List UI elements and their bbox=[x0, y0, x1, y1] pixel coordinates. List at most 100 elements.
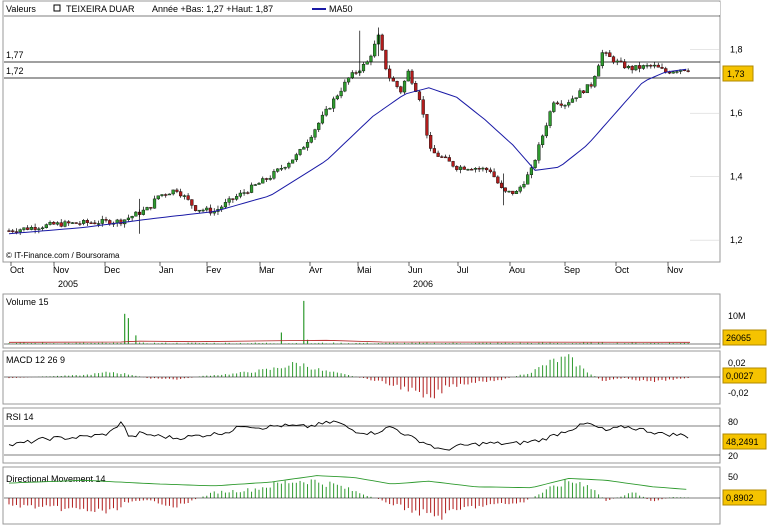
month-label: Mar bbox=[259, 265, 275, 275]
month-label: Oct bbox=[10, 265, 25, 275]
price-last-value: 1,73 bbox=[727, 69, 745, 79]
candle-body bbox=[294, 154, 298, 161]
candle-body bbox=[89, 222, 93, 224]
candle-body bbox=[302, 147, 306, 150]
candle-body bbox=[231, 198, 235, 200]
price-panel: Valeurs TEIXEIRA DUAR Année +Bas: 1,27 +… bbox=[2, 0, 754, 263]
candle-body bbox=[406, 70, 410, 82]
candle-body bbox=[555, 102, 560, 105]
candle-body bbox=[18, 229, 22, 233]
rsi-panel: RSI 14 80 20 48,2491 bbox=[2, 407, 767, 464]
candle-body bbox=[227, 198, 231, 203]
candle-body bbox=[417, 91, 422, 100]
candle-body bbox=[74, 222, 78, 224]
candle-body bbox=[283, 166, 287, 169]
candle-body bbox=[320, 114, 325, 124]
candle-body bbox=[279, 168, 283, 170]
candle-body bbox=[526, 174, 530, 185]
candle-body bbox=[167, 193, 172, 196]
dm-panel-frame bbox=[2, 466, 721, 525]
candle-body bbox=[354, 72, 358, 74]
candle-body bbox=[522, 183, 526, 188]
candle-body bbox=[332, 98, 336, 109]
candle-body bbox=[443, 156, 448, 159]
candle-body bbox=[649, 65, 653, 67]
legend-label: Valeurs bbox=[6, 4, 36, 14]
legend-stats: Année +Bas: 1,27 +Haut: 1,87 bbox=[152, 4, 273, 14]
candle-body bbox=[578, 90, 582, 98]
macd-histogram bbox=[8, 354, 689, 399]
macd-tick-low: -0,02 bbox=[728, 388, 749, 398]
candle-body bbox=[37, 228, 41, 230]
candle-body bbox=[619, 60, 623, 63]
candle-body bbox=[63, 221, 67, 227]
candle-body bbox=[652, 64, 657, 67]
legend-swatch bbox=[53, 4, 61, 12]
candle-body bbox=[641, 65, 645, 69]
candle-body bbox=[585, 84, 589, 94]
candle-body bbox=[567, 102, 571, 106]
candle-body bbox=[52, 222, 56, 225]
candle-body bbox=[395, 81, 399, 87]
candle-body bbox=[638, 65, 642, 69]
month-label: Mai bbox=[357, 265, 372, 275]
candle-body bbox=[541, 135, 545, 145]
candle-body bbox=[634, 65, 638, 71]
month-label: Sep bbox=[564, 265, 580, 275]
candle-body bbox=[447, 157, 451, 162]
candle-body bbox=[391, 78, 395, 82]
candle-body bbox=[201, 209, 205, 212]
dm-histogram bbox=[8, 478, 689, 520]
ma50-line bbox=[8, 68, 687, 235]
candle-body bbox=[339, 90, 343, 97]
candle-body bbox=[440, 156, 444, 158]
candle-body bbox=[70, 222, 75, 224]
candle-body bbox=[361, 64, 366, 72]
month-label: Jan bbox=[159, 265, 174, 275]
volume-last-badge bbox=[722, 329, 767, 346]
candle-body bbox=[7, 230, 11, 232]
candle-body bbox=[429, 134, 433, 149]
month-label: Jul bbox=[457, 265, 469, 275]
candle-body bbox=[130, 215, 134, 219]
candle-body bbox=[630, 65, 634, 71]
candle-body bbox=[164, 194, 168, 196]
candle-body bbox=[190, 199, 194, 206]
candle-body bbox=[29, 227, 33, 230]
candle-body bbox=[264, 178, 269, 180]
macd-panel-frame bbox=[2, 350, 721, 405]
candle-body bbox=[104, 219, 108, 221]
volume-title: Volume 15 bbox=[6, 297, 49, 307]
candle-body bbox=[667, 71, 672, 74]
candle-body bbox=[223, 202, 228, 208]
month-label: Aou bbox=[509, 265, 525, 275]
candle-body bbox=[253, 184, 257, 186]
candle-body bbox=[309, 136, 313, 143]
candle-body bbox=[686, 70, 690, 72]
candle-body bbox=[276, 168, 280, 172]
candle-body bbox=[425, 114, 429, 136]
candle-body bbox=[421, 99, 425, 115]
volume-ma-line bbox=[8, 339, 691, 343]
candle-body bbox=[235, 196, 239, 200]
candle-body bbox=[249, 184, 254, 193]
legend-bar bbox=[4, 2, 720, 15]
candle-body bbox=[14, 231, 19, 233]
candle-body bbox=[645, 65, 649, 67]
candle-body bbox=[298, 149, 302, 155]
price-panel-frame bbox=[2, 0, 721, 263]
candle-body bbox=[436, 152, 440, 157]
candle-body bbox=[242, 192, 246, 194]
candle-body bbox=[432, 148, 436, 154]
candle-body bbox=[477, 168, 481, 170]
candle-body bbox=[100, 219, 104, 224]
candle-body bbox=[365, 61, 369, 65]
candle-body bbox=[470, 168, 474, 171]
candle-body bbox=[675, 71, 679, 73]
candle-body bbox=[313, 129, 317, 138]
volume-panel: Volume 15 10M 26065 bbox=[2, 293, 767, 349]
candle-body bbox=[287, 163, 291, 168]
candle-body bbox=[481, 167, 485, 170]
candle-body bbox=[197, 209, 201, 212]
candle-body bbox=[548, 111, 552, 126]
